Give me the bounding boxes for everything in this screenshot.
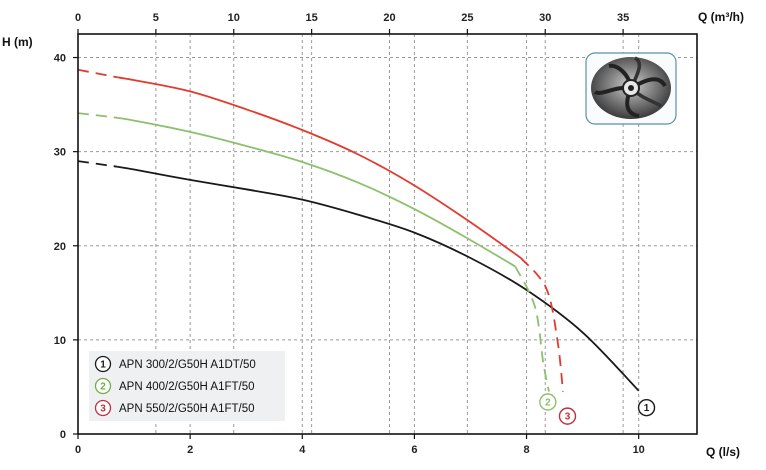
y-tick-label: 20 [54,241,66,253]
legend-marker-2 [94,377,112,395]
x-tick-label: 4 [299,444,306,456]
x2-axis-title: Q (m³/h) [698,10,744,24]
curves [77,68,640,392]
x2-tick-label: 35 [617,12,629,24]
series-3-dashed-end [520,257,564,392]
legend-marker-label: 1 [100,360,106,371]
legend-background [89,351,285,421]
x-axis-title: Q (l/s) [706,445,740,459]
x2-tick-label: 25 [461,12,473,24]
y-tick-label: 0 [60,429,66,441]
y-axis-title: H (m) [2,35,33,49]
end-marker-label: 3 [565,412,571,423]
top-axis: 0 5 10 15 20 25 30 35 [75,12,629,34]
series-2-curve [117,116,516,268]
x2-tick-label: 30 [539,12,551,24]
series-2-dashed-start [77,112,118,119]
end-marker-1 [637,398,656,417]
end-marker-label: 2 [545,398,551,409]
x2-tick-label: 5 [153,12,159,24]
x2-tick-label: 20 [383,12,395,24]
bottom-axis: 0 2 4 6 8 10 [75,434,645,456]
series-3-dashed-start [77,68,118,79]
legend-label-1: APN 300/2/G50H A1DT/50 [119,359,256,371]
x2-tick-label: 15 [305,12,317,24]
legend-label-2: APN 400/2/G50H A1FT/50 [119,381,255,393]
x-tick-label: 10 [633,444,645,456]
x-tick-label: 0 [75,444,81,456]
legend-marker-1 [94,355,112,373]
legend: 1 APN 300/2/G50H A1DT/50 2 APN 400/2/G50H A… [89,351,285,421]
y-tick-label: 10 [54,335,66,347]
y-tick-label: 30 [54,147,66,159]
legend-label-3: APN 550/2/G50H A1FT/50 [119,403,255,415]
end-marker-label: 1 [644,403,650,414]
series-1-curve [117,165,640,392]
plot-frame [77,33,698,435]
grid [78,34,697,434]
legend-marker-label: 3 [100,404,106,415]
curve-end-markers: 1 2 3 [539,393,656,425]
left-axis: 0 10 20 30 40 [54,53,78,441]
legend-marker-3 [94,399,112,417]
series-3-curve [117,76,522,259]
x2-tick-label: 10 [228,12,240,24]
series-1-dashed-start [77,160,118,168]
y-tick-label: 40 [54,53,66,65]
legend-marker-label: 2 [100,382,106,393]
x-tick-label: 8 [523,444,529,456]
end-marker-2 [539,393,557,411]
end-marker-3 [558,407,577,425]
x-tick-label: 6 [411,444,417,456]
x2-tick-label: 0 [75,12,81,24]
series-2-dashed-end [514,266,550,392]
x-tick-label: 2 [187,444,193,456]
impeller-image [585,52,677,125]
